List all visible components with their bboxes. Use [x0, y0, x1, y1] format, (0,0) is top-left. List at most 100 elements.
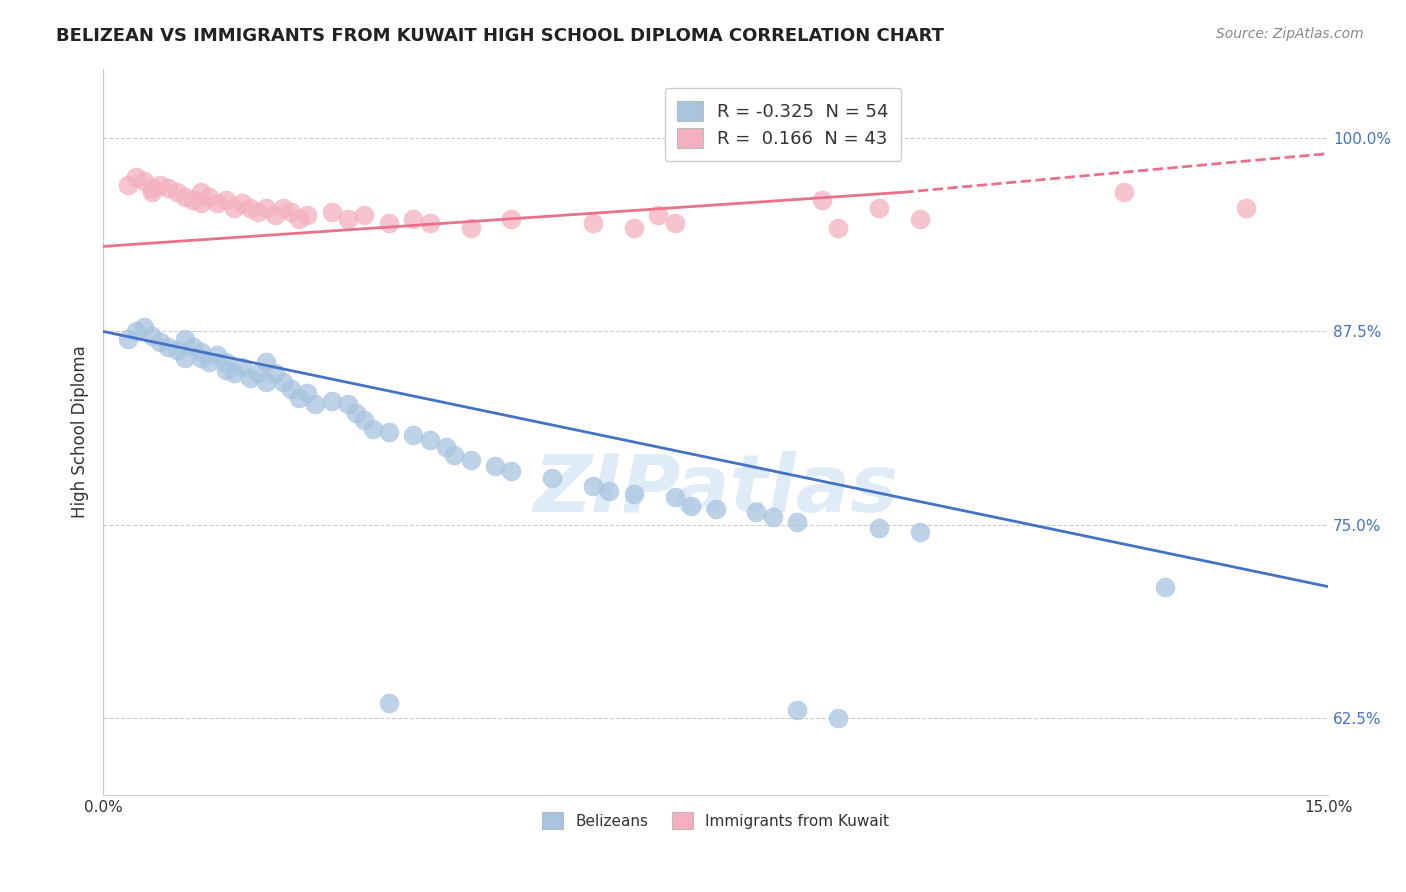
Point — [190, 186, 212, 200]
Point — [297, 209, 319, 223]
Point — [207, 348, 229, 362]
Point — [908, 211, 931, 226]
Point — [501, 211, 523, 226]
Point — [256, 376, 278, 390]
Point — [149, 335, 172, 350]
Point — [304, 397, 326, 411]
Point — [402, 428, 425, 442]
Point — [222, 366, 245, 380]
Point — [378, 216, 401, 230]
Point — [321, 205, 343, 219]
Point — [181, 193, 204, 207]
Point — [190, 351, 212, 365]
Point — [256, 201, 278, 215]
Point — [908, 525, 931, 540]
Point — [263, 366, 285, 380]
Point — [321, 394, 343, 409]
Point — [222, 201, 245, 215]
Point — [157, 340, 180, 354]
Point — [198, 190, 221, 204]
Point — [231, 196, 253, 211]
Point — [231, 359, 253, 374]
Point — [378, 696, 401, 710]
Point — [190, 196, 212, 211]
Point — [132, 174, 155, 188]
Point — [280, 382, 302, 396]
Point — [207, 196, 229, 211]
Point — [141, 329, 163, 343]
Point — [664, 490, 686, 504]
Point — [344, 406, 367, 420]
Point — [1153, 580, 1175, 594]
Point — [117, 332, 139, 346]
Point — [263, 209, 285, 223]
Point — [681, 499, 703, 513]
Point — [297, 386, 319, 401]
Point — [214, 193, 236, 207]
Legend: Belizeans, Immigrants from Kuwait: Belizeans, Immigrants from Kuwait — [536, 806, 896, 835]
Point — [786, 703, 808, 717]
Point — [214, 363, 236, 377]
Point — [868, 521, 890, 535]
Point — [704, 502, 727, 516]
Point — [443, 448, 465, 462]
Point — [353, 412, 375, 426]
Point — [868, 201, 890, 215]
Point — [198, 355, 221, 369]
Point — [337, 211, 360, 226]
Point — [786, 515, 808, 529]
Point — [419, 433, 441, 447]
Point — [353, 209, 375, 223]
Point — [173, 332, 195, 346]
Point — [762, 510, 785, 524]
Point — [173, 351, 195, 365]
Point — [288, 391, 311, 405]
Point — [623, 487, 645, 501]
Point — [141, 186, 163, 200]
Point — [582, 479, 605, 493]
Point — [1236, 201, 1258, 215]
Point — [745, 505, 768, 519]
Point — [598, 483, 620, 498]
Point — [280, 205, 302, 219]
Point — [214, 355, 236, 369]
Point — [460, 452, 482, 467]
Point — [125, 169, 148, 184]
Point — [271, 376, 294, 390]
Point — [247, 366, 270, 380]
Point — [623, 220, 645, 235]
Point — [501, 464, 523, 478]
Point — [419, 216, 441, 230]
Point — [484, 458, 506, 473]
Point — [460, 220, 482, 235]
Text: BELIZEAN VS IMMIGRANTS FROM KUWAIT HIGH SCHOOL DIPLOMA CORRELATION CHART: BELIZEAN VS IMMIGRANTS FROM KUWAIT HIGH … — [56, 27, 945, 45]
Point — [664, 216, 686, 230]
Point — [149, 178, 172, 192]
Text: Source: ZipAtlas.com: Source: ZipAtlas.com — [1216, 27, 1364, 41]
Point — [141, 180, 163, 194]
Point — [173, 190, 195, 204]
Point — [378, 425, 401, 439]
Point — [239, 371, 262, 385]
Point — [125, 325, 148, 339]
Point — [166, 343, 188, 357]
Point — [132, 319, 155, 334]
Point — [402, 211, 425, 226]
Point — [810, 193, 832, 207]
Point — [271, 201, 294, 215]
Point — [239, 201, 262, 215]
Point — [256, 355, 278, 369]
Point — [361, 422, 384, 436]
Point — [582, 216, 605, 230]
Point — [434, 441, 457, 455]
Point — [190, 344, 212, 359]
Point — [117, 178, 139, 192]
Point — [288, 211, 311, 226]
Point — [157, 180, 180, 194]
Point — [166, 186, 188, 200]
Point — [541, 471, 564, 485]
Point — [247, 205, 270, 219]
Point — [337, 397, 360, 411]
Point — [181, 340, 204, 354]
Point — [647, 209, 669, 223]
